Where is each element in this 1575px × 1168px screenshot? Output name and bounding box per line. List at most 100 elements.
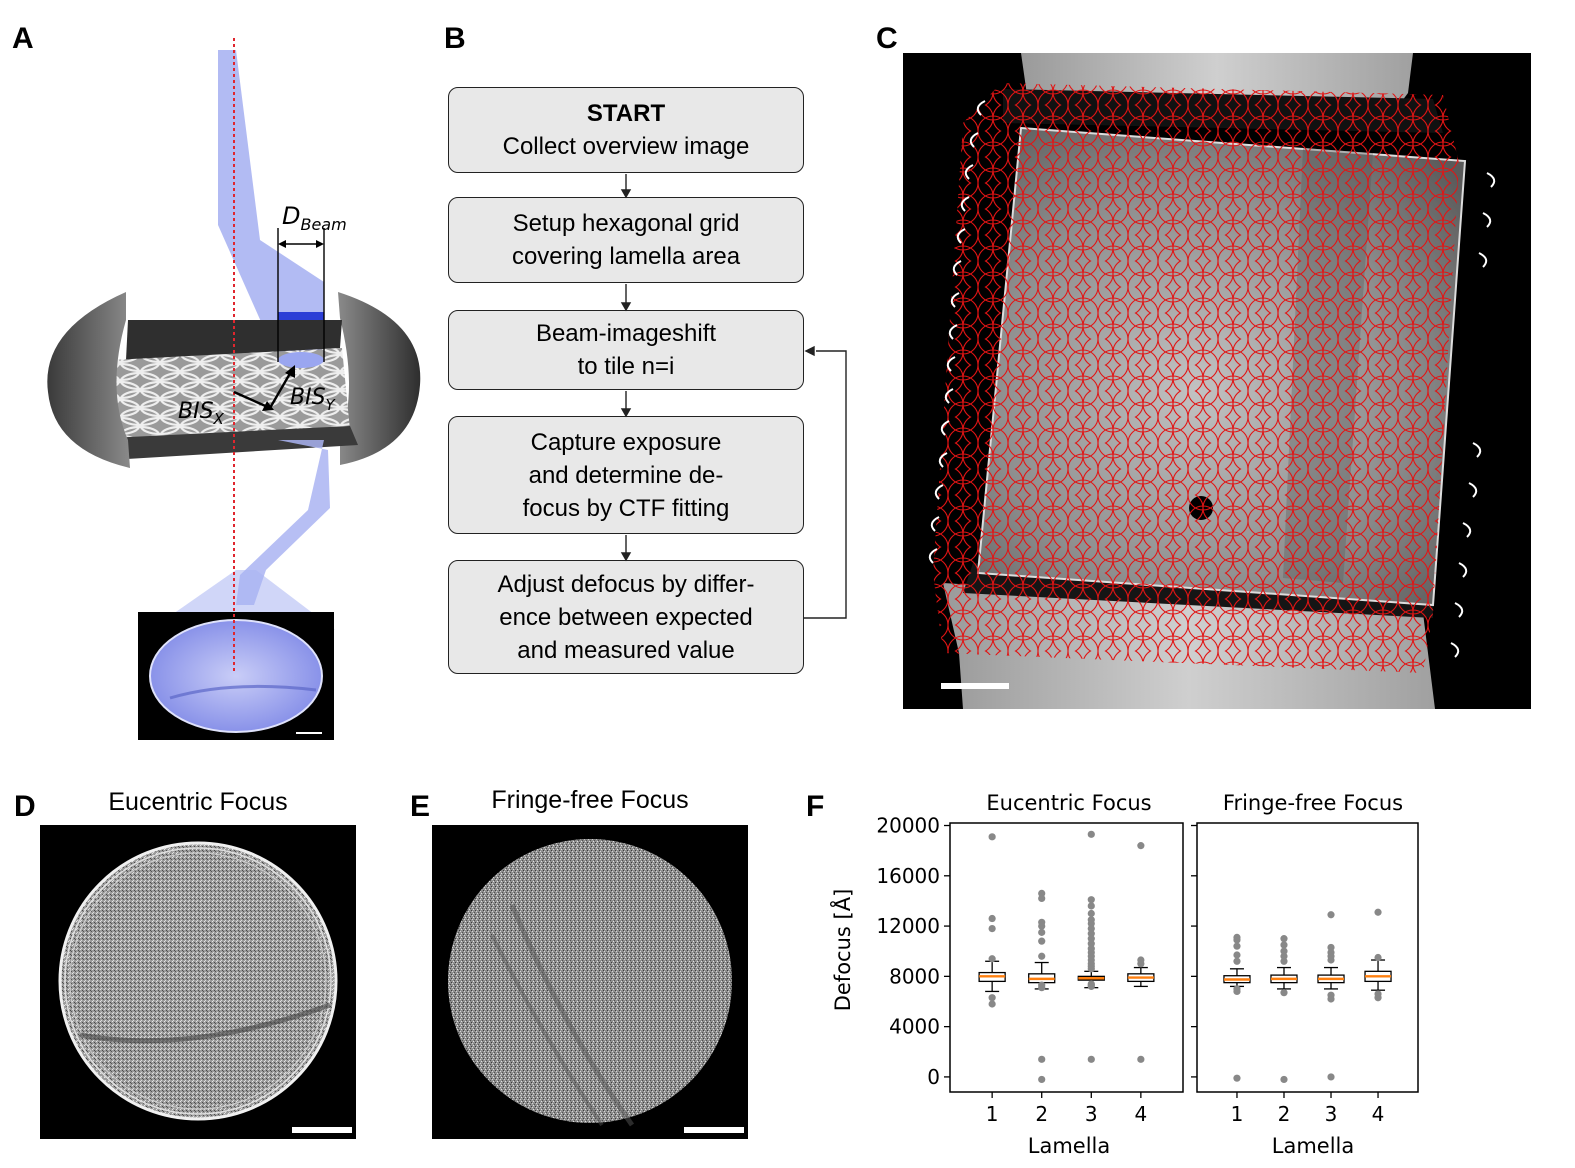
beam-spot [278, 352, 324, 368]
outlier-point [1233, 987, 1241, 996]
x-tick-label: 3 [1325, 1102, 1338, 1126]
fringe-free-focus-image [432, 825, 748, 1139]
flow-start-text: Collect overview image [502, 133, 750, 160]
flow-setup-line1: Setup hexagonal grid [512, 210, 740, 237]
eucentric-disk [60, 843, 336, 1119]
outlier-point [1233, 951, 1241, 959]
outlier-point [1374, 908, 1382, 916]
outlier-point [1233, 1074, 1241, 1082]
beam-diameter-label: DBeam [282, 202, 347, 234]
outlier-point [1280, 989, 1288, 997]
eucentric-fringe-1 [58, 841, 338, 1121]
panel-letter-c: C [876, 22, 898, 55]
y-axis-label: Defocus [Å] [829, 889, 855, 1012]
bis-y-arrowhead [285, 365, 295, 378]
eucentric-fringe-3 [69, 852, 327, 1110]
outlier-point [1327, 956, 1335, 964]
x-tick-label: 2 [1278, 1102, 1291, 1126]
outlier-point [1038, 922, 1046, 930]
outlier-point [1038, 1075, 1046, 1084]
outlier-point [1087, 940, 1095, 948]
flow-box-setup-grid: Setup hexagonal grid covering lamella ar… [448, 197, 804, 283]
outlier-point [1038, 1055, 1046, 1063]
holder-cap-left [47, 292, 130, 468]
lamella-overview-image [903, 53, 1531, 709]
bis-y-arrow [268, 369, 294, 409]
outlier-point [988, 1000, 996, 1008]
outlier-point [1137, 842, 1145, 850]
y-tick-label: 4000 [889, 1015, 940, 1039]
eucentric-focus-image [40, 825, 356, 1139]
flow-box-imageshift: Beam-imageshift to tile n=i [448, 310, 804, 390]
chart-frame-1 [949, 822, 1184, 1093]
chart-left-title: Eucentric Focus [986, 791, 1151, 815]
detector-scalebar [296, 732, 322, 734]
chart-frame-2 [1196, 822, 1419, 1093]
x-tick-label: 4 [1372, 1102, 1385, 1126]
flow-start-title: START [586, 100, 666, 127]
y-tick-label: 12000 [876, 914, 940, 938]
outlier-point [1038, 937, 1046, 945]
scan-direction-arrows-right [1450, 172, 1496, 658]
outlier-point [1233, 957, 1241, 965]
fringe-free-filament-1 [509, 904, 635, 1127]
outlier-point [1280, 947, 1288, 955]
holder-frame-lower [110, 426, 358, 460]
flow-setup-line2: covering lamella area [511, 243, 741, 270]
x-axis-label-right: Lamella [1272, 1134, 1354, 1158]
flow-adjust-line2: ence between expected [499, 603, 753, 631]
flow-box-start: START Collect overview image [448, 87, 804, 173]
x-tick-label: 4 [1134, 1102, 1147, 1126]
flow-adjust-line3: and measured value [517, 636, 735, 664]
x-tick-label: 1 [1231, 1102, 1244, 1126]
flow-box-adjust: Adjust defocus by differ- ence between e… [448, 560, 804, 674]
outlier-point [1087, 902, 1095, 910]
panel-letter-b: B [444, 22, 466, 55]
outlier-point [1038, 952, 1046, 960]
outlier-point [988, 994, 996, 1002]
flow-arrows [620, 174, 847, 619]
outlier-point [988, 833, 996, 841]
x-tick-label: 1 [986, 1102, 999, 1126]
flow-capture-line3: focus by CTF fitting [522, 494, 730, 522]
holder-cap-right [338, 292, 421, 465]
outlier-point [1038, 984, 1046, 992]
defocus-boxplot-chart: Eucentric Focus Fringe-free Focus Defocu… [829, 791, 1419, 1158]
outlier-point [1087, 830, 1095, 838]
panel-letter-a: A [12, 22, 34, 55]
y-tick-label: 16000 [876, 864, 940, 888]
outlier-point [1087, 896, 1095, 904]
outlier-point [1087, 965, 1095, 973]
outlier-point [1374, 953, 1382, 962]
outlier-point [1038, 894, 1046, 903]
beam-lower [236, 440, 330, 605]
outlier-point [1280, 935, 1288, 943]
outlier-point [1087, 919, 1095, 928]
detector-fringe [169, 684, 317, 700]
outlier-point [1374, 994, 1382, 1002]
beam-width-arrowhead-left [278, 240, 286, 248]
scan-direction-arrows-left [928, 100, 986, 564]
panel-letter-d: D [14, 790, 36, 823]
panel-e-title: Fringe-free Focus [491, 786, 689, 814]
outlier-point [1087, 930, 1095, 938]
outlier-point [1280, 957, 1288, 965]
scale-bar [941, 683, 1009, 689]
outlier-point [1233, 942, 1241, 950]
y-tick-label: 0 [927, 1065, 940, 1089]
outlier-point [1087, 1055, 1095, 1063]
outlier-point [1280, 941, 1288, 949]
fringe-free-disk [448, 839, 732, 1123]
outlier-point [1087, 909, 1095, 918]
flow-adjust-line1: Adjust defocus by differ- [497, 570, 755, 598]
eucentric-scalebar [292, 1127, 352, 1133]
outlier-point [1233, 936, 1241, 944]
outlier-point [1038, 928, 1046, 936]
tile-grid [933, 83, 1459, 673]
panel-letter-e: E [410, 790, 431, 823]
eucentric-fringe-2 [64, 847, 332, 1115]
y-tick-label: 20000 [876, 814, 940, 838]
beam-upper [218, 50, 324, 360]
outlier-point [1327, 995, 1335, 1003]
panel-d-title: Eucentric Focus [108, 788, 288, 816]
